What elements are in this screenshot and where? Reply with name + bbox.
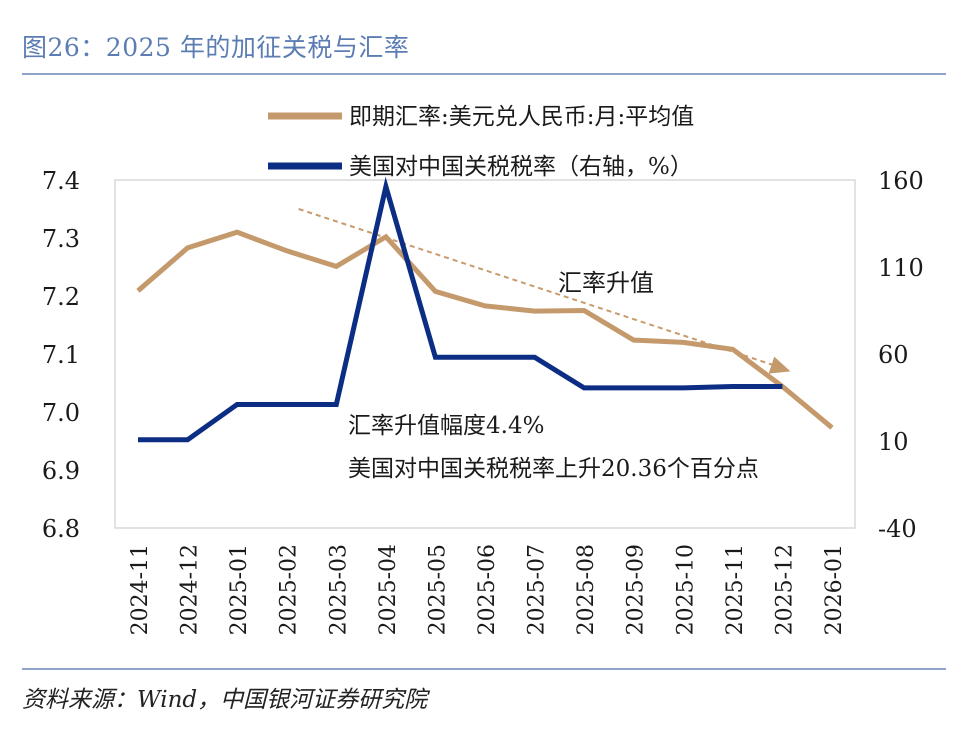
title-divider bbox=[22, 73, 946, 75]
x-tick-label: 2025-07 bbox=[525, 544, 550, 635]
x-tick-label: 2024-12 bbox=[178, 544, 203, 635]
left-axis: 6.8 6.9 7.0 7.1 7.2 7.3 7.4 bbox=[42, 167, 80, 543]
right-tick-label: 110 bbox=[878, 254, 924, 282]
x-axis: 2024-11 2024-12 2025-01 2025-02 2025-03 2025-… bbox=[128, 544, 847, 635]
right-tick-label: 160 bbox=[878, 167, 924, 195]
right-tick-label: 60 bbox=[878, 341, 909, 369]
left-tick-label: 6.8 bbox=[42, 515, 80, 543]
left-tick-label: 7.1 bbox=[42, 341, 80, 369]
source-divider bbox=[22, 668, 946, 670]
x-tick-label: 2025-04 bbox=[376, 544, 401, 635]
note-line-2: 美国对中国关税税率上升20.36个百分点 bbox=[348, 456, 759, 482]
x-tick-label: 2025-10 bbox=[673, 544, 698, 635]
left-tick-label: 7.0 bbox=[42, 399, 80, 427]
left-tick-label: 6.9 bbox=[42, 457, 80, 485]
legend-label: 美国对中国关税税率（右轴，%） bbox=[349, 154, 693, 180]
right-tick-label: 10 bbox=[878, 428, 909, 456]
x-tick-label: 2025-12 bbox=[772, 544, 797, 635]
figure-title: 图26：2025 年的加征关税与汇率 bbox=[22, 33, 410, 62]
source-note: 资料来源：Wind，中国银河证券研究院 bbox=[22, 687, 428, 713]
legend-label: 即期汇率:美元兑人民币:月:平均值 bbox=[349, 104, 694, 130]
exchange-rate-line bbox=[136, 229, 834, 430]
x-tick-label: 2025-01 bbox=[227, 544, 252, 635]
note-line-1: 汇率升值幅度4.4% bbox=[348, 413, 544, 439]
x-tick-label: 2025-05 bbox=[425, 544, 450, 635]
trend-arrow-line bbox=[298, 208, 781, 369]
trend-arrow-head bbox=[768, 356, 791, 374]
x-tick-label: 2025-11 bbox=[723, 544, 748, 635]
left-tick-label: 7.2 bbox=[42, 283, 80, 311]
trend-label: 汇率升值 bbox=[558, 269, 654, 297]
x-tick-label: 2025-08 bbox=[574, 544, 599, 635]
series-layer bbox=[136, 176, 834, 443]
x-tick-label: 2025-06 bbox=[475, 544, 500, 635]
right-tick-label: -40 bbox=[878, 515, 917, 543]
x-tick-label: 2024-11 bbox=[128, 544, 153, 635]
right-axis: -40 10 60 110 160 bbox=[878, 167, 924, 543]
x-tick-label: 2025-02 bbox=[277, 544, 302, 635]
x-tick-label: 2025-03 bbox=[326, 544, 351, 635]
x-tick-label: 2026-01 bbox=[822, 544, 847, 635]
plot-frame bbox=[114, 179, 856, 529]
left-tick-label: 7.4 bbox=[42, 167, 80, 195]
left-tick-label: 7.3 bbox=[42, 225, 80, 253]
x-tick-label: 2025-09 bbox=[624, 544, 649, 635]
tariff-rate-line bbox=[138, 176, 783, 443]
